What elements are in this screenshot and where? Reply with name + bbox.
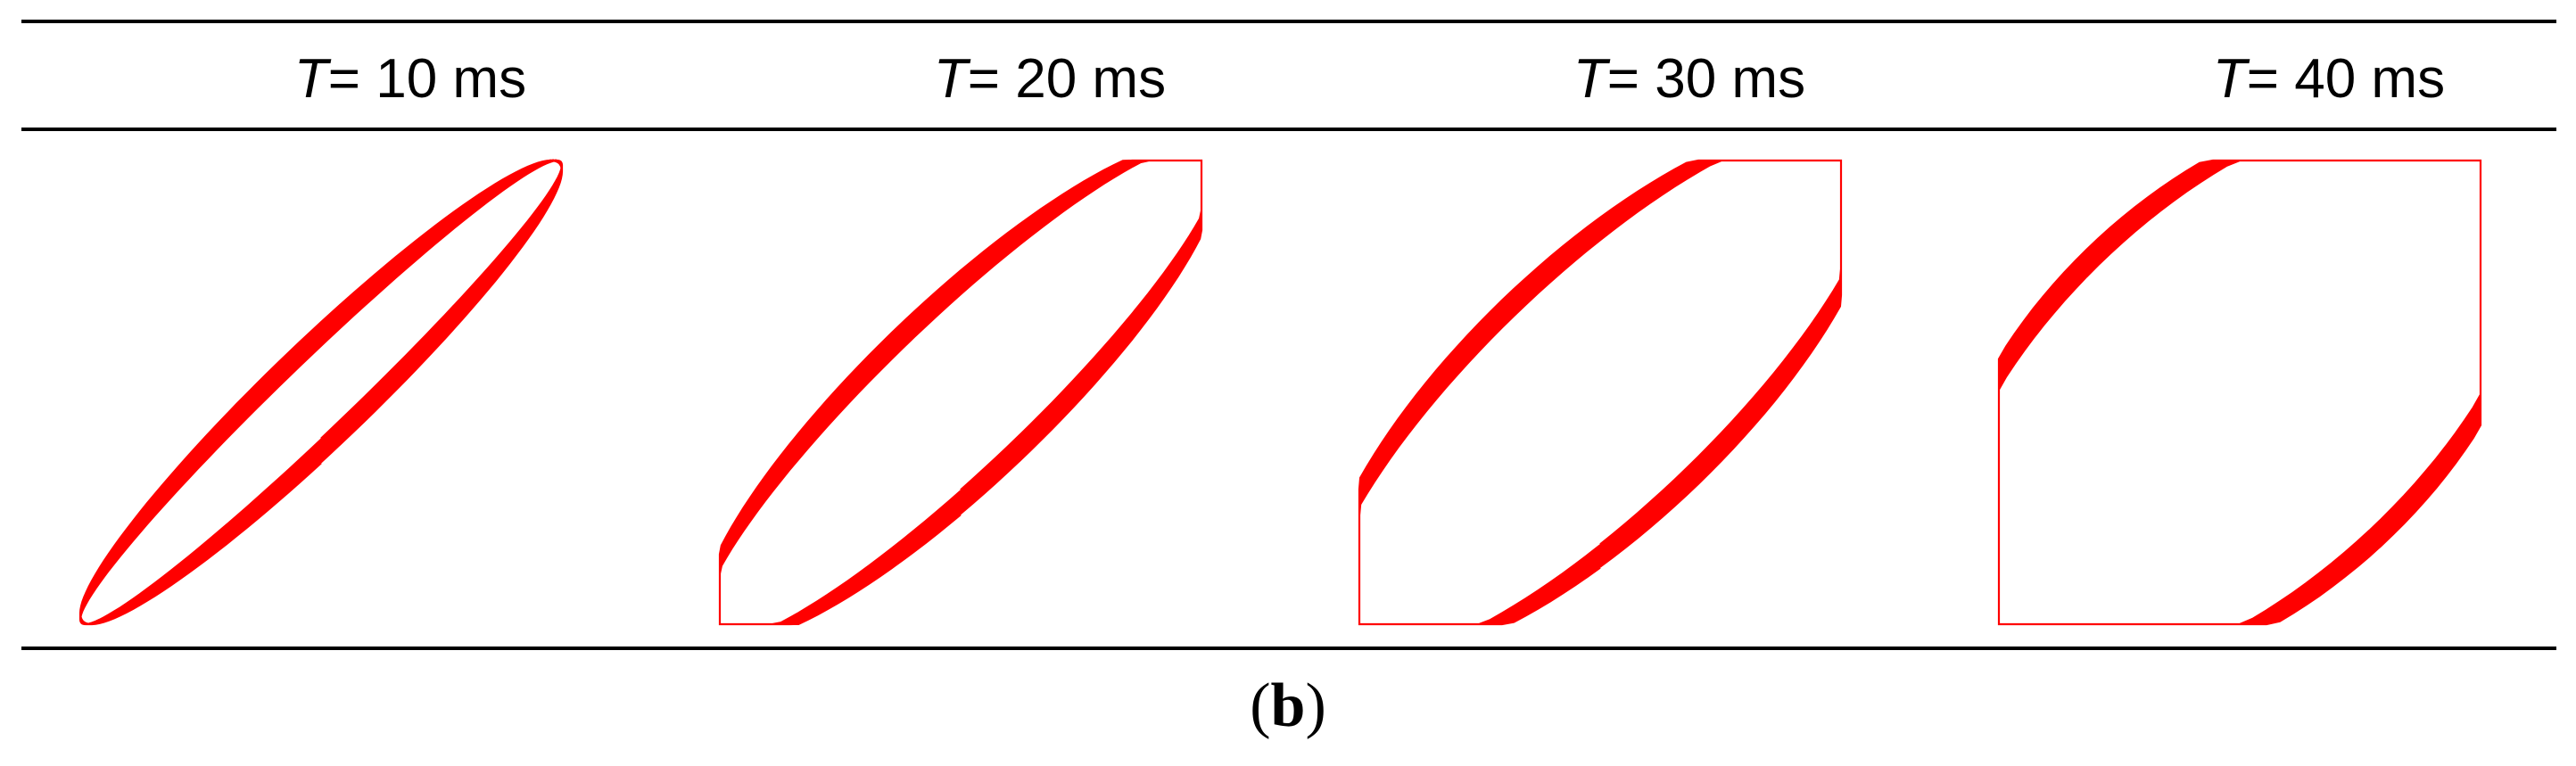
- table-bottom-rule: [21, 647, 2556, 650]
- trace-plot-4: [1997, 159, 2482, 626]
- column-header-2: T = 20 ms: [933, 47, 1167, 110]
- trace-panel-1: [71, 152, 571, 633]
- table-top-rule: [21, 20, 2556, 23]
- figure-caption: (b): [1250, 671, 1326, 740]
- trace-panel-2: [711, 152, 1210, 633]
- column-header-1: T = 10 ms: [293, 47, 527, 110]
- trace-plot-2: [718, 159, 1203, 626]
- column-header-3: T = 30 ms: [1573, 47, 1806, 110]
- trace-plot-3: [1358, 159, 1843, 626]
- table-header-rule: [21, 128, 2556, 131]
- trace-plot-1: [78, 159, 564, 626]
- column-header-4: T = 40 ms: [2212, 47, 2446, 110]
- trace-panel-4: [1990, 152, 2489, 633]
- trace-panel-3: [1350, 152, 1850, 633]
